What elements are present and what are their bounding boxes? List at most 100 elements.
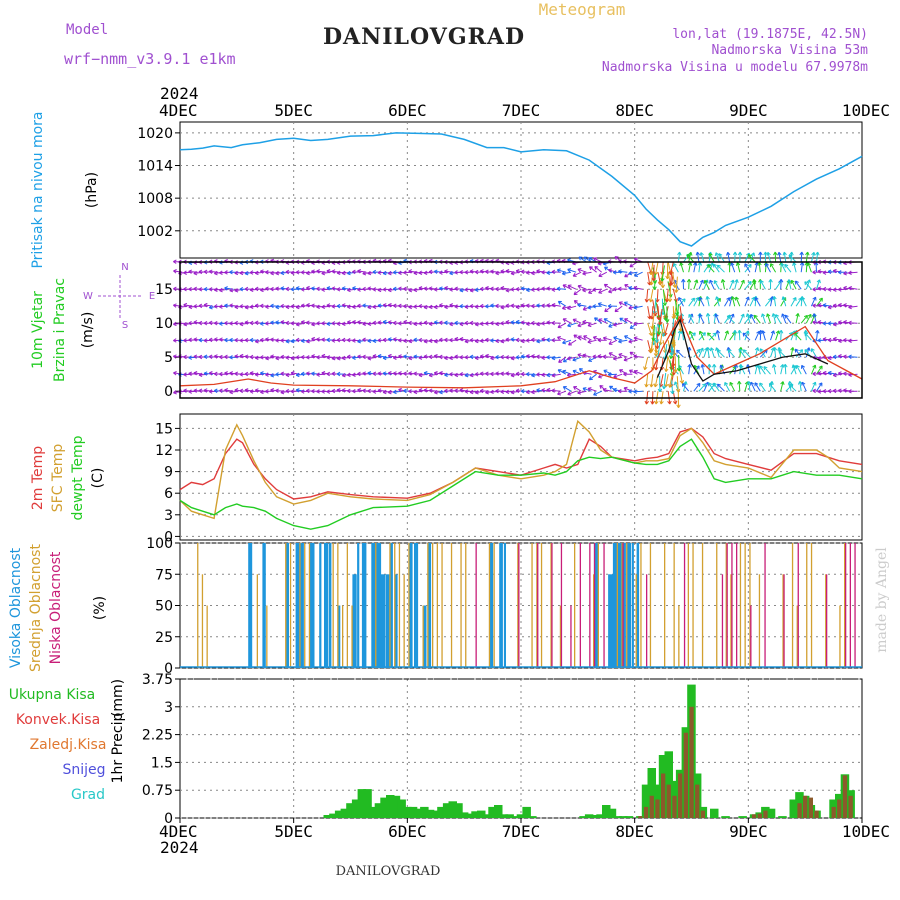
cloud-bar (646, 574, 648, 669)
wind-arrow (707, 264, 715, 273)
compass-s: S (122, 320, 128, 331)
temp-line-2 (179, 438, 863, 530)
cloud-bar (673, 543, 675, 668)
cloud-ylabel-low: Niska Oblacnost (48, 551, 64, 664)
cloud-bar (678, 605, 680, 668)
wind-arrow (790, 297, 797, 307)
cloud-bar (570, 605, 572, 668)
wind-arrow (643, 357, 649, 371)
precip-conv-bar (757, 813, 762, 818)
precip-total-bar (584, 814, 594, 818)
wind-arrow (589, 266, 597, 273)
wind-arrow (810, 251, 816, 263)
wind-arrow (536, 354, 546, 360)
wind-arrow (573, 288, 582, 296)
wind-arrow (656, 318, 662, 335)
wind-arrow (567, 305, 577, 310)
wind-arrow (674, 276, 679, 293)
wind-arrow (778, 278, 784, 290)
wind-arrow (770, 263, 777, 273)
wind-arrow (541, 303, 551, 309)
wind-arrow (208, 337, 219, 343)
wind-arrow (783, 363, 788, 375)
wind-arrow (280, 371, 290, 377)
wind-arrow (623, 356, 633, 362)
wind-arrow (582, 353, 592, 358)
precip-conv-bar (655, 799, 660, 818)
precip-total-bar (380, 797, 389, 818)
wind-arrow (198, 388, 208, 394)
wind-arrow (362, 337, 372, 343)
cloud-bar (593, 543, 596, 668)
cloud-bar (503, 543, 506, 668)
wind-arrow (750, 381, 756, 392)
wind-arrow (838, 388, 848, 393)
wind-arrow (668, 270, 673, 287)
precip-conv-bar (763, 810, 768, 818)
cloud-bar (683, 543, 686, 668)
cloud-bar (390, 543, 393, 668)
wind-arrow (749, 313, 756, 324)
wind-arrow (295, 337, 306, 343)
cloud-bar (423, 605, 427, 668)
precip-conv-bar (643, 806, 649, 818)
wind-arrow (715, 330, 721, 341)
wind-arrow (848, 270, 858, 275)
wind-arrow (490, 371, 500, 377)
temp-yunit: (C) (90, 468, 106, 489)
wind-arrow (673, 356, 678, 373)
precip-total-bar (721, 816, 730, 818)
wind-arrow (567, 390, 577, 396)
wind-arrow (439, 389, 449, 395)
precip-ytick-label: 0.75 (142, 783, 173, 799)
wind-arrow (708, 252, 715, 263)
model-elevation-text: Nadmorska Visina u modelu 67.9978m (602, 60, 868, 75)
wind-arrow (587, 322, 597, 328)
wind-arrow (759, 348, 766, 358)
wind-arrow (662, 289, 668, 306)
wind-arrow (739, 313, 745, 324)
wind-arrow (377, 303, 387, 308)
precip-total-bar (425, 809, 435, 818)
wind-arrow (816, 365, 823, 375)
wind-arrow (618, 269, 628, 274)
wind-arrow (454, 388, 464, 394)
wind-arrow (700, 364, 705, 375)
wind-arrow (772, 364, 777, 375)
wind-arrow (843, 337, 853, 343)
wind-arrow (362, 271, 372, 276)
wind-arrow (270, 286, 280, 292)
wind-arrow (280, 303, 290, 309)
wind-arrow (244, 388, 254, 393)
wind-arrow (311, 269, 321, 274)
wind-arrow (413, 354, 423, 359)
cloud-bar (206, 605, 208, 668)
wind-arrow (848, 389, 858, 394)
wind-arrow (336, 356, 347, 361)
wind-arrow (408, 287, 418, 293)
wind-arrow (720, 279, 726, 290)
wind-arrow (688, 330, 695, 341)
wind-arrow (265, 321, 275, 326)
wind-arrow (469, 354, 479, 360)
precip-conv-bar (831, 806, 836, 818)
cloud-bar (300, 543, 304, 668)
wind-arrow (654, 326, 660, 343)
cloud-bar (796, 605, 798, 668)
footer-station: DANILOVGRAD (336, 864, 441, 879)
wind-arrow (372, 304, 382, 310)
precip-total-bar (363, 789, 372, 818)
wind-arrow (382, 389, 393, 395)
wind-arrow (754, 297, 761, 307)
time-tick-bottom: 10DEC (842, 822, 890, 841)
wind-arrow (254, 286, 265, 292)
wind-arrow (403, 371, 413, 376)
wind-arrow (372, 287, 382, 292)
precip-conv-bar (638, 816, 643, 818)
pressure-yunit: (hPa) (84, 172, 100, 208)
wind-arrow (224, 371, 234, 376)
cloud-bar (304, 543, 306, 668)
wind-arrow (698, 296, 705, 307)
wind-arrow (428, 269, 439, 275)
precip-total-bar (357, 789, 367, 818)
